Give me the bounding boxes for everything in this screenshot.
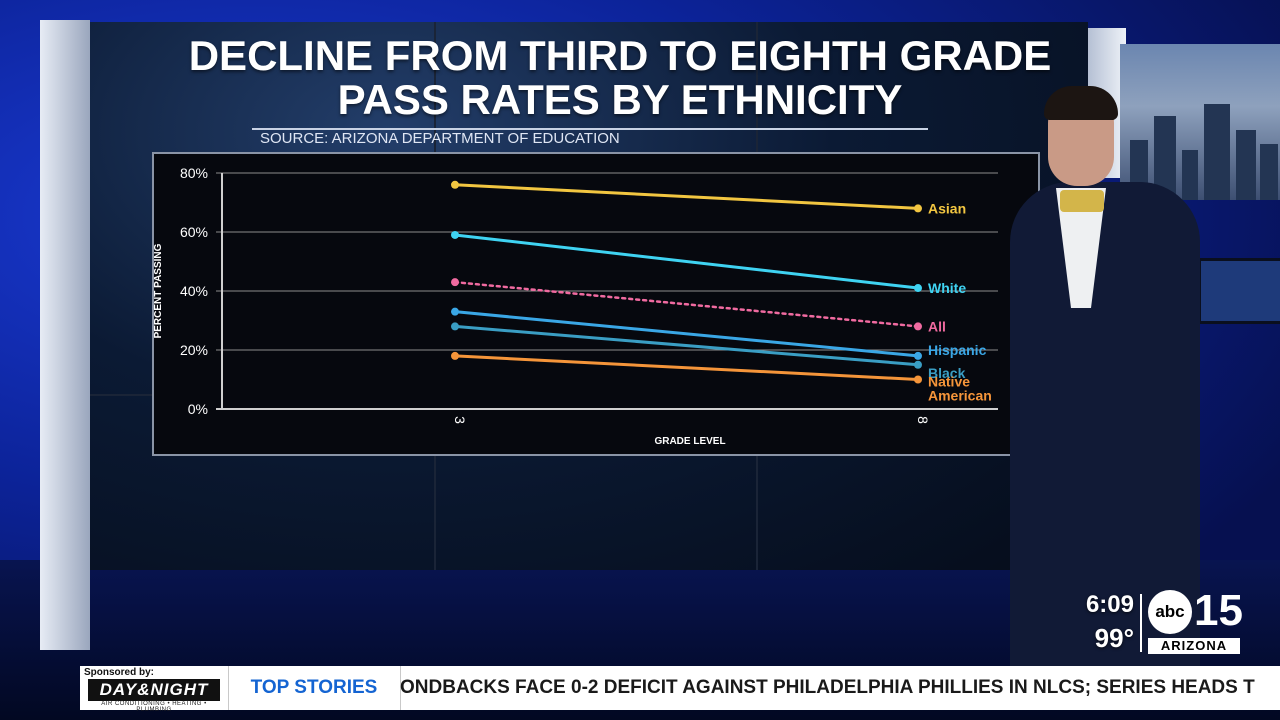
data-point [914, 375, 922, 384]
graphic-title: DECLINE FROM THIRD TO EIGHTH GRADE PASS … [90, 34, 1150, 122]
series-line [453, 310, 920, 358]
ticker-section-label: TOP STORIES [228, 666, 401, 710]
skyline-building [1260, 144, 1278, 200]
clock-readout: 6:09 [1085, 591, 1134, 618]
data-point [451, 278, 459, 287]
data-point [451, 180, 459, 189]
series-label: Native [928, 374, 970, 390]
series-line [453, 183, 920, 210]
ticker-crawl-text: ONDBACKS FACE 0-2 DEFICIT AGAINST PHILAD… [400, 677, 1255, 698]
abc-logo-icon: abc [1148, 590, 1192, 634]
data-point [914, 360, 922, 369]
data-point [451, 307, 459, 316]
series-label: All [928, 318, 946, 334]
data-point [914, 204, 922, 213]
series-label: Asian [928, 200, 966, 216]
chart-panel [152, 152, 1040, 456]
source-rule [252, 128, 928, 130]
title-line-2: PASS RATES BY ETHNICITY [337, 76, 903, 123]
y-tick-label: 0% [188, 401, 208, 417]
data-point [451, 230, 459, 239]
market-name: ARIZONA [1148, 638, 1240, 654]
x-tick-label: 3 [452, 416, 468, 424]
series-label: American [928, 388, 992, 404]
sponsor-block: Sponsored by: DAY&NIGHT AIR CONDITIONING… [80, 666, 229, 713]
city-skyline-panel [1120, 44, 1280, 200]
series-label: White [928, 280, 966, 296]
data-point [451, 351, 459, 360]
series-line [453, 354, 920, 381]
series-line [453, 324, 920, 367]
x-tick-label: 8 [915, 416, 931, 424]
x-axis-title: GRADE LEVEL [654, 436, 725, 447]
temperature-readout: 99° [1094, 623, 1134, 653]
series-line [453, 280, 920, 328]
title-line-1: DECLINE FROM THIRD TO EIGHTH GRADE [188, 32, 1052, 79]
data-point [914, 284, 922, 293]
skyline-building [1236, 130, 1256, 200]
time-temp-block: 6:09 99° [1054, 590, 1134, 656]
anchor-bowtie [1060, 190, 1104, 212]
data-point [914, 351, 922, 360]
source-credit: SOURCE: ARIZONA DEPARTMENT OF EDUCATION [260, 130, 620, 147]
series-label: Black [928, 365, 966, 381]
sponsor-label: Sponsored by: [84, 667, 155, 678]
skyline-building [1204, 104, 1230, 200]
series-line [453, 233, 920, 290]
series-label: Hispanic [928, 342, 987, 358]
news-ticker: Sponsored by: DAY&NIGHT AIR CONDITIONING… [80, 666, 1280, 713]
bug-divider [1140, 594, 1142, 652]
channel-number: 15 [1194, 586, 1243, 635]
sponsor-tagline: AIR CONDITIONING • HEATING • PLUMBING [101, 701, 207, 713]
y-axis-title: PERCENT PASSING [153, 243, 164, 338]
anchor-hair [1044, 86, 1118, 120]
video-wall-frame-left [40, 20, 90, 650]
data-point [451, 322, 459, 331]
sponsor-logo: DAY&NIGHT [88, 679, 220, 701]
skyline-building [1182, 150, 1198, 200]
y-tick-label: 20% [180, 342, 208, 358]
y-tick-label: 60% [180, 224, 208, 240]
y-tick-label: 80% [180, 165, 208, 181]
skyline-building [1154, 116, 1176, 200]
data-point [914, 322, 922, 331]
y-tick-label: 40% [180, 283, 208, 299]
station-logo: abc 15 ARIZONA [1148, 586, 1243, 654]
